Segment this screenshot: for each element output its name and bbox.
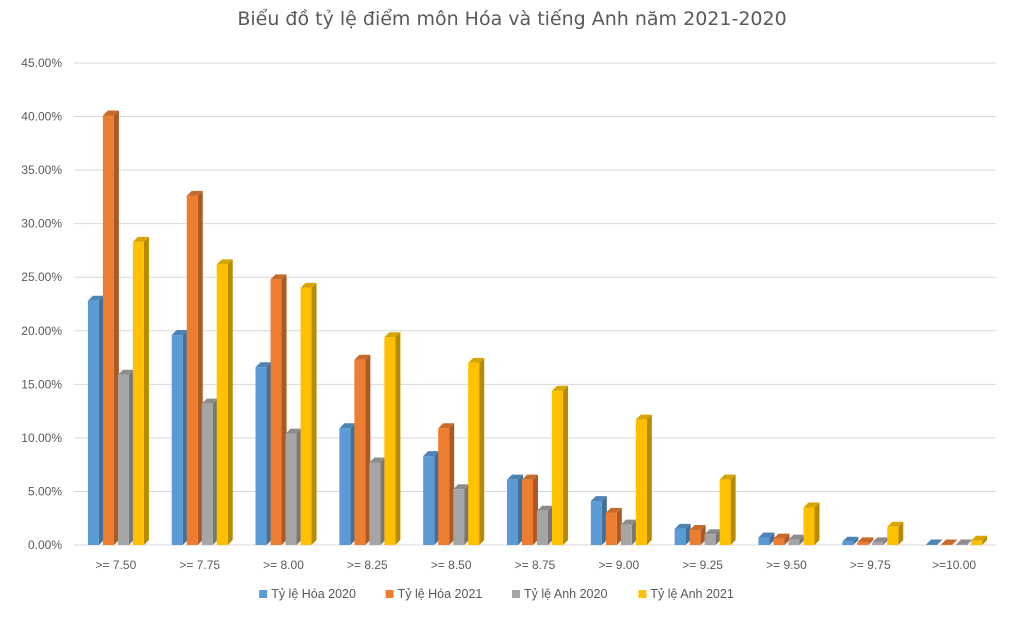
y-tick-label: 20.00%	[21, 324, 62, 338]
x-tick-label: >= 8.00	[263, 558, 304, 572]
y-tick-label: 0.00%	[28, 538, 62, 552]
y-tick-labels: 0.00% 5.00% 10.00% 15.00% 20.00% 25.00% 30.00%…	[21, 56, 62, 552]
bar	[468, 357, 485, 545]
bar	[339, 423, 356, 545]
legend-label: Tỷ lệ Anh 2020	[524, 587, 607, 601]
bar	[956, 539, 973, 545]
legend-swatch	[385, 590, 394, 598]
bar	[255, 362, 272, 545]
x-tick-label: >= 9.75	[850, 558, 891, 572]
bar	[719, 474, 736, 545]
bar	[620, 519, 637, 545]
bar	[971, 535, 988, 545]
x-tick-label: >= 9.00	[598, 558, 639, 572]
y-tick-label: 15.00%	[21, 377, 62, 391]
x-tick-label: >= 9.50	[766, 558, 807, 572]
bar	[857, 537, 874, 545]
bar	[590, 496, 607, 545]
bar	[842, 536, 859, 545]
bar	[704, 529, 721, 545]
bar	[102, 110, 119, 546]
bar	[216, 259, 233, 545]
legend-item: Tỷ lệ Anh 2021	[638, 587, 734, 601]
chart-title: Biểu đồ tỷ lệ điểm môn Hóa và tiếng Anh …	[237, 8, 787, 30]
bar	[537, 505, 553, 545]
y-tick-label: 5.00%	[28, 484, 62, 498]
bar	[507, 474, 523, 545]
legend-label: Tỷ lệ Anh 2021	[650, 587, 733, 601]
legend-item: Tỷ lệ Hóa 2021	[385, 587, 483, 601]
bar	[132, 236, 149, 545]
y-tick-label: 10.00%	[21, 431, 62, 445]
bar	[117, 369, 134, 545]
bar	[354, 354, 371, 545]
bar	[674, 523, 691, 545]
legend-swatch	[512, 590, 520, 598]
bar	[872, 537, 889, 545]
y-tick-label: 45.00%	[21, 56, 62, 70]
legend-item: Tỷ lệ Hóa 2020	[259, 587, 356, 601]
bar	[887, 521, 904, 545]
grid-lines	[74, 62, 996, 546]
y-tick-label: 35.00%	[21, 163, 62, 177]
bar	[423, 451, 440, 545]
bar	[926, 539, 943, 545]
x-tick-label: >= 8.75	[515, 558, 556, 572]
x-tick-label: >=10.00	[932, 558, 976, 572]
bar	[285, 428, 302, 545]
bars	[87, 110, 988, 546]
x-tick-labels: >= 7.50 >= 7.75 >= 8.00 >= 8.25 >= 8.50 >= 8.…	[96, 558, 977, 572]
y-tick-label: 40.00%	[21, 110, 62, 124]
bar	[369, 457, 386, 545]
bar	[270, 274, 287, 545]
bar	[803, 502, 820, 545]
bar	[605, 507, 622, 545]
bar	[87, 295, 104, 545]
bar	[758, 532, 775, 545]
legend-label: Tỷ lệ Hóa 2020	[271, 587, 356, 601]
bar	[453, 484, 470, 545]
bar	[186, 190, 203, 545]
x-tick-label: >= 9.25	[682, 558, 723, 572]
bar	[300, 282, 317, 545]
y-tick-label: 25.00%	[21, 270, 62, 284]
x-tick-label: >= 7.50	[96, 558, 137, 572]
x-tick-label: >= 7.75	[179, 558, 220, 572]
bar	[635, 414, 652, 545]
bar	[201, 398, 218, 545]
bar	[171, 330, 188, 545]
bar	[788, 534, 805, 545]
bar	[522, 474, 538, 545]
legend-item: Tỷ lệ Anh 2020	[512, 587, 607, 601]
bar	[552, 385, 568, 545]
bar	[438, 423, 455, 545]
legend: Tỷ lệ Hóa 2020 Tỷ lệ Hóa 2021 Tỷ lệ Anh 20…	[259, 587, 734, 601]
legend-swatch	[259, 590, 268, 598]
bar	[773, 533, 790, 545]
x-tick-label: >= 8.25	[347, 558, 388, 572]
bar	[941, 539, 958, 545]
legend-swatch	[638, 590, 647, 598]
bar	[689, 525, 706, 545]
legend-label: Tỷ lệ Hóa 2021	[398, 587, 483, 601]
x-tick-label: >= 8.50	[431, 558, 472, 572]
bar	[384, 332, 401, 545]
y-tick-label: 30.00%	[21, 217, 62, 231]
